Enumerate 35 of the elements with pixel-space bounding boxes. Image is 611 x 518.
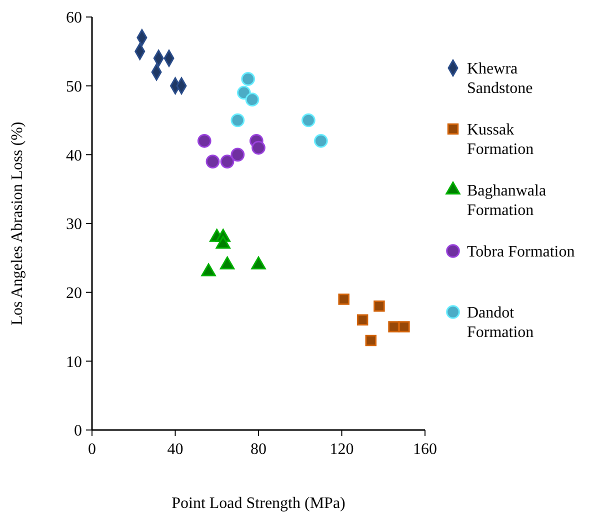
x-tick-label: 40 (167, 441, 184, 458)
y-tick-label: 20 (66, 284, 82, 302)
legend-label: Khewra Sandstone (467, 60, 533, 97)
point (374, 300, 385, 312)
point (206, 154, 220, 168)
y-tick-label: 10 (66, 354, 82, 371)
point (220, 154, 234, 168)
point (365, 334, 377, 346)
x-tick-label: 80 (250, 441, 266, 458)
y-axis-title: Los Angeles Abrasion Loss (%) (9, 122, 26, 326)
point (245, 92, 260, 107)
x-tick-label: 120 (330, 441, 354, 458)
point (356, 314, 368, 326)
y-tick-label: 30 (66, 216, 82, 234)
legend-label: Kussak Formation (467, 122, 534, 158)
y-tick-label: 50 (66, 78, 82, 96)
y-tick-label: 60 (66, 10, 82, 27)
point (252, 140, 266, 155)
point (230, 148, 245, 162)
point (241, 72, 256, 86)
x-tick-label: 160 (413, 441, 437, 458)
point (302, 113, 316, 128)
point (314, 134, 328, 148)
legend-label: Tobra Formation (467, 244, 575, 261)
point (388, 321, 400, 332)
y-tick-label: 0 (74, 422, 82, 440)
point (197, 134, 212, 148)
y-tick-label: 40 (66, 147, 82, 164)
point (398, 321, 410, 332)
legend-label: Dandot Formation (467, 304, 534, 341)
legend-label: Baghanwala Formation (467, 182, 546, 219)
point (230, 113, 245, 128)
x-tick-label: 0 (88, 441, 96, 458)
x-axis-title: Point Load Strength (MPa) (172, 495, 346, 512)
point (338, 294, 350, 305)
